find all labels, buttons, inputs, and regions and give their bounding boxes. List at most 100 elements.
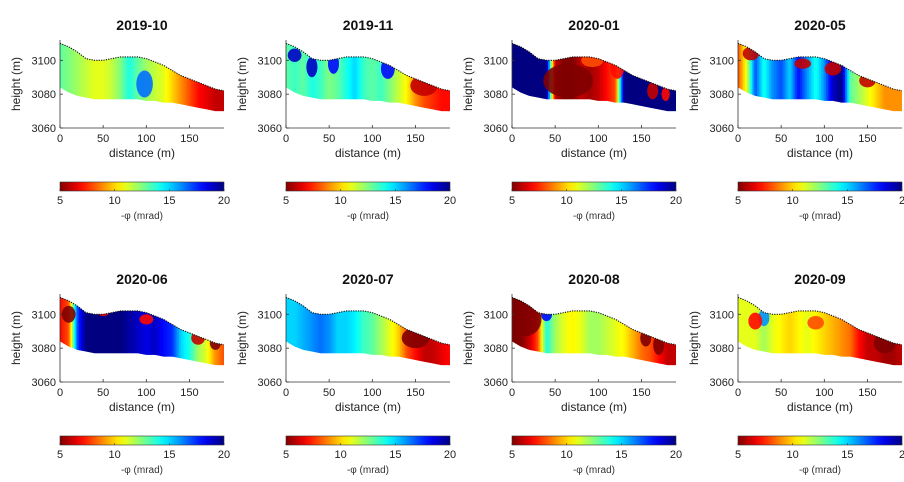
section-cell bbox=[603, 43, 606, 112]
section-cell bbox=[529, 43, 532, 112]
section-cell bbox=[213, 43, 216, 112]
section-cell bbox=[774, 297, 777, 366]
section-image bbox=[60, 43, 224, 112]
section-cell bbox=[815, 297, 819, 366]
section-cell bbox=[315, 297, 318, 366]
section-cell bbox=[146, 297, 149, 366]
section-cell bbox=[657, 43, 660, 112]
section-cell bbox=[857, 43, 860, 112]
section-cell bbox=[391, 297, 394, 366]
section-cell bbox=[860, 297, 863, 366]
section-cell bbox=[103, 297, 106, 366]
colorbar-tick-label: 10 bbox=[335, 449, 347, 461]
section-cell bbox=[358, 297, 361, 366]
section-cell bbox=[356, 297, 360, 366]
panel-2020-09: 2020-09 3060 3080 3100 0 50 100 150 distance (m)… bbox=[687, 271, 904, 476]
colorbar-tick-label: 10 bbox=[561, 449, 573, 461]
section-cell bbox=[377, 297, 380, 366]
section-cell bbox=[827, 43, 831, 112]
panel-title: 2020-07 bbox=[342, 271, 394, 287]
section-cell bbox=[65, 297, 68, 366]
y-tick-label: 3100 bbox=[32, 55, 56, 67]
section-cell bbox=[339, 297, 342, 366]
y-tick-label: 3080 bbox=[710, 89, 734, 101]
x-tick-label: 50 bbox=[323, 133, 335, 145]
section-cell bbox=[512, 43, 515, 112]
section-cell bbox=[220, 297, 223, 366]
section-cell bbox=[379, 297, 382, 366]
section-cell bbox=[353, 297, 356, 366]
section-cell bbox=[363, 43, 367, 112]
section-cell bbox=[515, 43, 518, 112]
y-tick-label: 3060 bbox=[710, 123, 734, 135]
section-cell bbox=[130, 43, 134, 112]
colorbar-tick-label: 15 bbox=[841, 449, 853, 461]
section-cell bbox=[546, 297, 549, 366]
y-tick-label: 3080 bbox=[258, 89, 282, 101]
section-cell bbox=[317, 43, 320, 112]
section-cell bbox=[838, 297, 841, 366]
section-cell bbox=[394, 43, 398, 112]
section-cell bbox=[813, 297, 817, 366]
section-cell bbox=[663, 43, 667, 112]
anomaly-blob bbox=[306, 56, 318, 78]
section-cell bbox=[801, 43, 805, 112]
section-cell bbox=[165, 43, 168, 112]
section-cell bbox=[775, 43, 779, 112]
section-cell bbox=[349, 297, 353, 366]
section-cell bbox=[855, 43, 858, 112]
section-cell bbox=[556, 297, 560, 366]
colorbar-tick-label: 10 bbox=[787, 449, 799, 461]
section-cell bbox=[845, 43, 848, 112]
section-cell bbox=[222, 297, 224, 366]
section-cell bbox=[603, 297, 606, 366]
section-cell bbox=[70, 297, 73, 366]
section-cell bbox=[289, 43, 292, 112]
section-cell bbox=[898, 297, 901, 366]
section-cell bbox=[796, 297, 800, 366]
section-cell bbox=[634, 297, 637, 366]
section-cell bbox=[895, 297, 898, 366]
section-cell bbox=[296, 43, 299, 112]
section-cell bbox=[851, 43, 855, 112]
section-cell bbox=[130, 297, 134, 366]
section-cell bbox=[153, 43, 156, 112]
section-cell bbox=[444, 43, 448, 112]
x-tick-label: 0 bbox=[57, 387, 63, 399]
section-cell bbox=[751, 43, 755, 112]
section-cell bbox=[763, 297, 767, 366]
section-cell bbox=[346, 297, 349, 366]
section-cell bbox=[777, 297, 781, 366]
section-cell bbox=[755, 297, 758, 366]
colorbar bbox=[511, 181, 677, 192]
y-tick-label: 3060 bbox=[258, 123, 282, 135]
section-cell bbox=[389, 297, 392, 366]
x-tick-label: 50 bbox=[323, 387, 335, 399]
section-cell bbox=[807, 43, 810, 112]
section-cell bbox=[118, 43, 122, 112]
section-cell bbox=[156, 43, 159, 112]
section-cell bbox=[218, 297, 222, 366]
section-cell bbox=[619, 297, 622, 366]
section-cell bbox=[831, 43, 834, 112]
section-cell bbox=[836, 297, 839, 366]
anomaly-blob bbox=[136, 70, 153, 98]
section-image bbox=[286, 297, 450, 366]
surface-line bbox=[737, 296, 903, 346]
section-cell bbox=[154, 43, 158, 112]
y-tick-label: 3100 bbox=[32, 309, 56, 321]
x-tick-label: 50 bbox=[549, 133, 561, 145]
section-cell bbox=[325, 43, 329, 112]
section-cell bbox=[108, 43, 111, 112]
section-cell bbox=[853, 43, 856, 112]
section-cell bbox=[398, 43, 401, 112]
section-cell bbox=[634, 43, 637, 112]
x-axis-label: distance (m) bbox=[561, 400, 627, 414]
y-tick-label: 3100 bbox=[258, 55, 282, 67]
section-cell bbox=[172, 43, 175, 112]
section-cell bbox=[170, 43, 173, 112]
section-cell bbox=[77, 297, 80, 366]
x-tick-label: 0 bbox=[283, 133, 289, 145]
section-cell bbox=[205, 43, 208, 112]
section-cell bbox=[843, 297, 846, 366]
